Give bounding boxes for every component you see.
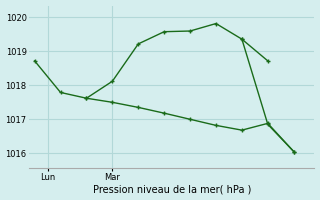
X-axis label: Pression niveau de la mer( hPa ): Pression niveau de la mer( hPa ) [93, 184, 251, 194]
